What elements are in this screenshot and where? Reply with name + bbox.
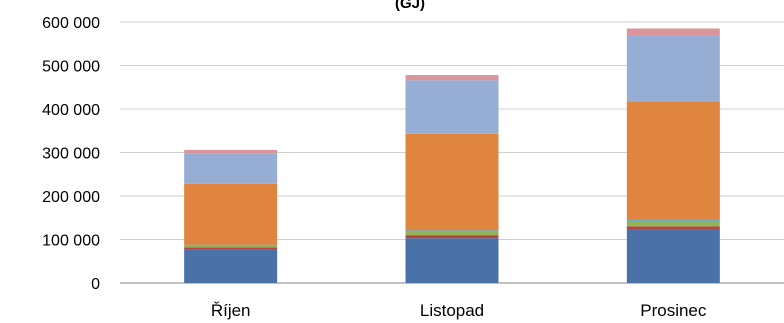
bar-segment <box>184 183 278 245</box>
chart-title: (GJ) <box>395 0 425 12</box>
bar-segment <box>184 249 278 283</box>
bar-segment <box>405 80 499 134</box>
bar-segment <box>184 149 278 154</box>
bar-segment <box>184 153 278 184</box>
x-tick-label: Listopad <box>420 301 484 320</box>
bar-segment <box>405 235 499 239</box>
bar-segment <box>405 133 499 231</box>
x-axis: Říjen Listopad Prosinec <box>211 301 707 320</box>
y-tick-label: 500 000 <box>42 59 100 76</box>
y-tick-label: 100 000 <box>42 233 100 250</box>
bar-segment <box>405 238 499 283</box>
y-tick-label: 600 000 <box>42 15 100 32</box>
bars <box>184 28 720 283</box>
bar-segment <box>405 75 499 81</box>
y-tick-label: 400 000 <box>42 102 100 119</box>
bar-segment <box>626 101 720 220</box>
bar-segment <box>405 230 499 232</box>
bar-segment <box>626 229 720 283</box>
bar-segment <box>626 221 720 227</box>
x-tick-label: Říjen <box>211 301 251 320</box>
bar-segment <box>626 28 720 36</box>
bar-segment <box>626 35 720 102</box>
y-tick-label: 300 000 <box>42 146 100 163</box>
x-tick-label: Prosinec <box>640 301 707 320</box>
y-axis: 0 100 000 200 000 300 000 400 000 500 000 600 … <box>42 15 100 293</box>
y-tick-label: 200 000 <box>42 189 100 206</box>
bar-segment <box>405 231 499 236</box>
bar-segment <box>626 219 720 221</box>
y-tick-label: 0 <box>91 276 100 293</box>
bar-segment <box>184 245 278 248</box>
bar-segment <box>626 226 720 230</box>
bar-segment <box>184 247 278 250</box>
